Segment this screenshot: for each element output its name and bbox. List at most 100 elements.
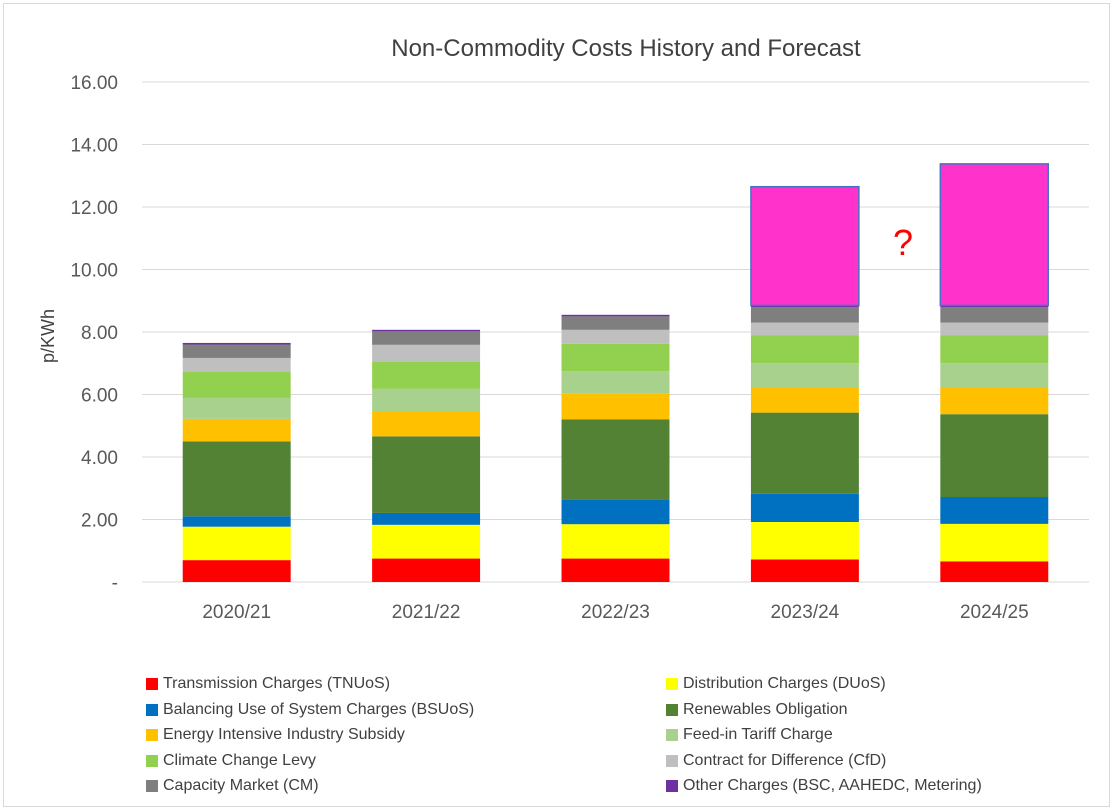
bar-segment bbox=[372, 524, 481, 559]
bar-segment bbox=[561, 314, 670, 317]
y-tick-label: 12.00 bbox=[70, 198, 118, 219]
legend-swatch bbox=[666, 754, 678, 767]
bar-segment bbox=[940, 561, 1049, 582]
y-tick-label: 14.00 bbox=[70, 136, 118, 157]
bar-segment bbox=[940, 307, 1049, 323]
chart-frame: Non-Commodity Costs History and Forecast… bbox=[3, 3, 1110, 807]
bar-segment bbox=[750, 307, 859, 323]
x-tick-label: 2024/25 bbox=[960, 602, 1029, 623]
legend-label: Transmission Charges (TNUoS) bbox=[163, 675, 391, 692]
bar-segment bbox=[182, 441, 291, 517]
bar-segment bbox=[561, 329, 670, 344]
legend-label: Balancing Use of System Charges (BSUoS) bbox=[163, 700, 475, 718]
legend-swatch bbox=[146, 754, 158, 767]
legend-swatch bbox=[146, 678, 158, 690]
bar-segment bbox=[182, 560, 291, 582]
bar-segment bbox=[372, 512, 481, 525]
legend-item: Energy Intensive Industry Subsidy bbox=[146, 725, 405, 745]
bar-segment bbox=[940, 322, 1049, 336]
bar-segment bbox=[561, 316, 670, 330]
x-tick-label: 2021/22 bbox=[392, 602, 461, 623]
x-tick-label: 2020/21 bbox=[202, 602, 271, 623]
bar-segment bbox=[561, 524, 670, 559]
legend-swatch bbox=[666, 729, 678, 741]
bars bbox=[182, 305, 1049, 582]
bar-segment bbox=[561, 343, 670, 372]
bar-segment bbox=[372, 436, 481, 513]
bar-segment bbox=[750, 305, 859, 307]
bar-segment bbox=[750, 559, 859, 582]
legend-label: Renewables Obligation bbox=[683, 700, 848, 718]
bar-segment bbox=[182, 526, 291, 561]
forecast-block bbox=[750, 185, 860, 307]
y-tick-label: 4.00 bbox=[81, 448, 118, 469]
y-tick-label: 6.00 bbox=[81, 386, 118, 407]
bar-segment bbox=[750, 412, 859, 494]
bar-segment bbox=[940, 497, 1049, 524]
legend-label: Feed-in Tariff Charge bbox=[683, 726, 833, 743]
bar-segment bbox=[940, 387, 1049, 415]
y-tick-label: 8.00 bbox=[81, 323, 118, 344]
legend-item: Contract for Difference (CfD) bbox=[666, 751, 886, 771]
bar-segment bbox=[750, 493, 859, 522]
legend-swatch bbox=[146, 780, 158, 792]
bar-segment bbox=[561, 371, 670, 394]
bar-segment bbox=[372, 329, 481, 332]
legend-item: Feed-in Tariff Charge bbox=[666, 725, 833, 745]
legend-item: Other Charges (BSC, AAHEDC, Metering) bbox=[666, 776, 982, 796]
legend-swatch bbox=[666, 703, 678, 716]
legend-item: Distribution Charges (DUoS) bbox=[666, 674, 886, 694]
legend-item: Balancing Use of System Charges (BSUoS) bbox=[146, 700, 474, 720]
forecast-blocks bbox=[750, 163, 1050, 307]
y-axis-ticks: - 2.00 4.00 6.00 8.00 10.00 12.00 14.00 16.00 bbox=[70, 73, 118, 594]
x-tick-label: 2022/23 bbox=[581, 602, 650, 623]
y-tick-label: - bbox=[112, 573, 118, 594]
legend-item: Climate Change Levy bbox=[146, 751, 316, 771]
bar-segment bbox=[750, 522, 859, 560]
bar-segment bbox=[750, 335, 859, 364]
legend-label: Energy Intensive Industry Subsidy bbox=[163, 726, 405, 743]
bar-segment bbox=[940, 335, 1049, 364]
bar-segment bbox=[372, 331, 481, 345]
bar-segment bbox=[750, 363, 859, 387]
legend-swatch bbox=[666, 780, 678, 792]
legend-label: Contract for Difference (CfD) bbox=[683, 751, 887, 769]
bar-segment bbox=[182, 357, 291, 372]
legend-label: Climate Change Levy bbox=[163, 751, 316, 769]
y-tick-label: 16.00 bbox=[70, 73, 118, 94]
y-tick-label: 2.00 bbox=[81, 511, 118, 532]
bar-segment bbox=[561, 558, 670, 582]
bar-segment bbox=[182, 516, 291, 527]
legend-label: Capacity Market (CM) bbox=[163, 777, 319, 794]
legend-label: Distribution Charges (DUoS) bbox=[683, 675, 886, 692]
x-tick-label: 2023/24 bbox=[771, 602, 840, 623]
y-tick-label: 10.00 bbox=[70, 261, 118, 282]
bar-segment bbox=[750, 322, 859, 336]
bar-segment bbox=[372, 558, 481, 582]
legend-swatch bbox=[666, 678, 678, 690]
bar-segment bbox=[372, 388, 481, 412]
legend-item: Renewables Obligation bbox=[666, 700, 848, 720]
legend-item: Transmission Charges (TNUoS) bbox=[146, 674, 390, 694]
bar-segment bbox=[182, 418, 291, 442]
forecast-block bbox=[939, 163, 1050, 307]
legend-label: Other Charges (BSC, AAHEDC, Metering) bbox=[683, 777, 982, 794]
bar-segment bbox=[940, 523, 1049, 562]
forecast-question-mark: ? bbox=[893, 222, 913, 263]
legend-swatch bbox=[146, 729, 158, 741]
bar-segment bbox=[182, 372, 291, 398]
chart-title: Non-Commodity Costs History and Forecast bbox=[391, 35, 861, 62]
bar-segment bbox=[561, 419, 670, 500]
bar-segment bbox=[561, 499, 670, 525]
bar-segment bbox=[940, 363, 1049, 387]
bar-segment bbox=[940, 305, 1049, 307]
bar-segment bbox=[940, 414, 1049, 497]
bar-segment bbox=[182, 344, 291, 358]
bar-segment bbox=[182, 397, 291, 419]
legend-item: Capacity Market (CM) bbox=[146, 776, 319, 796]
y-axis-label: p/KWh bbox=[38, 309, 58, 363]
bar-segment bbox=[182, 342, 291, 345]
bar-segment bbox=[561, 393, 670, 420]
bar-segment bbox=[750, 387, 859, 413]
legend-swatch bbox=[146, 703, 158, 716]
